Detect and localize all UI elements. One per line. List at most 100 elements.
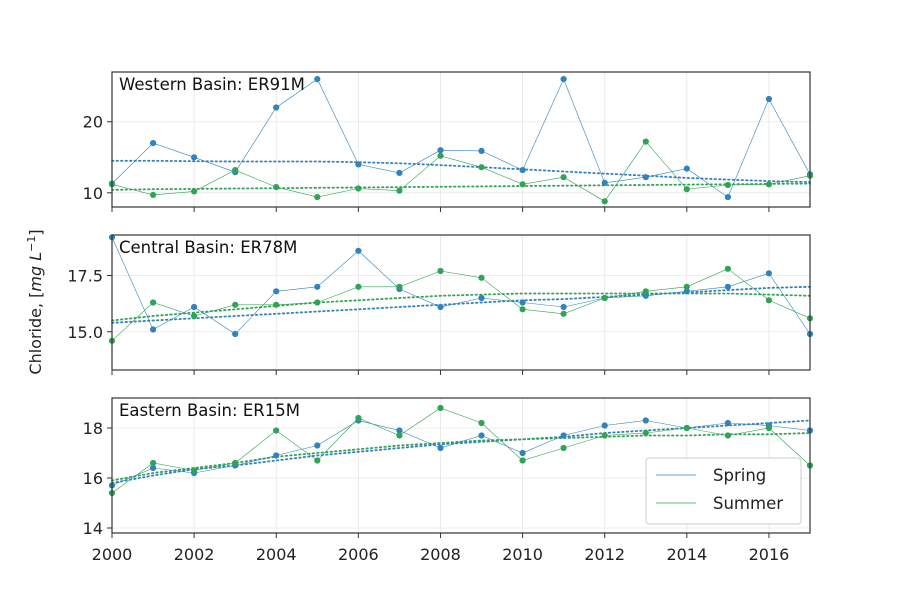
x-tick-label: 2012 xyxy=(584,545,625,564)
data-point-spring xyxy=(642,174,649,181)
data-point-spring xyxy=(519,299,526,306)
data-point-summer xyxy=(683,186,690,193)
data-point-summer xyxy=(601,198,608,205)
data-point-summer xyxy=(314,457,321,464)
data-point-spring xyxy=(724,283,732,290)
data-point-spring xyxy=(355,247,362,254)
data-point-spring xyxy=(273,452,280,459)
data-point-summer xyxy=(355,185,362,192)
data-point-summer xyxy=(232,301,239,308)
data-point-spring xyxy=(191,303,198,311)
panel-title-eastern: Eastern Basin: ER15M xyxy=(119,401,300,420)
x-tick-label: 2008 xyxy=(420,545,461,564)
data-point-summer xyxy=(396,432,403,439)
data-point-spring xyxy=(150,140,157,147)
data-point-spring xyxy=(601,179,608,186)
trend-line-summer xyxy=(111,292,811,322)
panel-title-western: Western Basin: ER91M xyxy=(119,75,305,94)
data-point-spring xyxy=(683,288,690,295)
panel-central: 15.0 17.5 Central Basin: ER78M xyxy=(67,234,814,375)
data-point-summer xyxy=(437,267,444,275)
data-point-summer xyxy=(355,414,362,422)
data-point-spring xyxy=(437,303,444,311)
data-point-summer xyxy=(232,167,239,174)
data-point-spring xyxy=(273,288,280,295)
data-point-summer xyxy=(232,459,239,467)
legend-box xyxy=(645,457,802,525)
data-point-spring xyxy=(601,422,608,429)
data-point-summer xyxy=(683,283,690,290)
panel-title-central: Central Basin: ER78M xyxy=(119,238,297,257)
data-point-spring xyxy=(191,154,198,161)
x-tick-label: 2000 xyxy=(92,545,133,564)
x-tick-label: 2010 xyxy=(502,545,543,564)
data-point-summer xyxy=(560,444,567,452)
data-point-summer xyxy=(191,188,198,195)
y-tick-label: 17.5 xyxy=(67,267,103,286)
x-tick-label: 2006 xyxy=(338,545,379,564)
data-point-summer xyxy=(519,306,526,313)
data-point-spring xyxy=(150,326,157,333)
data-point-spring xyxy=(437,147,444,154)
legend: Spring Summer xyxy=(645,457,802,525)
series-line-spring xyxy=(111,237,811,335)
data-point-spring xyxy=(560,76,567,83)
data-point-summer xyxy=(150,459,157,467)
data-point-spring xyxy=(396,427,403,434)
y-axis-label-unit-mg: mg xyxy=(26,266,45,292)
data-point-summer xyxy=(191,467,198,474)
trend-line-summer xyxy=(111,182,811,191)
data-point-spring xyxy=(314,283,321,290)
data-point-summer xyxy=(437,152,444,159)
x-axis: 2000 2002 2004 2006 2008 2010 2012 2014 2016 xyxy=(92,545,790,564)
data-point-summer xyxy=(273,301,280,308)
data-point-summer xyxy=(560,174,567,181)
trend-line-spring xyxy=(111,419,811,484)
data-point-spring xyxy=(560,303,567,311)
data-point-summer xyxy=(478,164,485,171)
y-tick-label: 10 xyxy=(83,184,103,203)
data-point-summer xyxy=(560,310,567,317)
data-point-spring xyxy=(642,292,649,299)
data-point-spring xyxy=(519,167,526,174)
series-line-spring xyxy=(111,78,811,198)
x-tick-label: 2002 xyxy=(174,545,215,564)
data-point-summer xyxy=(765,424,773,432)
trend-line-spring xyxy=(111,159,811,184)
data-point-spring xyxy=(765,95,773,103)
y-tick-label: 14 xyxy=(83,519,103,538)
data-point-summer xyxy=(519,457,526,464)
data-point-summer xyxy=(601,294,608,302)
data-point-summer xyxy=(314,194,321,201)
y-tick-label: 16 xyxy=(83,469,103,488)
y-axis-label-exponent: −1 xyxy=(25,236,38,252)
data-point-summer xyxy=(642,429,649,437)
y-tick-label: 18 xyxy=(83,419,103,438)
data-point-spring xyxy=(560,432,567,439)
data-point-summer xyxy=(519,181,526,188)
data-point-summer xyxy=(765,181,773,188)
data-point-spring xyxy=(273,104,280,111)
data-point-summer xyxy=(150,299,157,306)
y-axis-label: Chloride, [mg L−1] xyxy=(25,229,45,374)
data-point-summer xyxy=(724,265,732,272)
data-point-spring xyxy=(314,442,321,449)
data-point-spring xyxy=(478,294,485,302)
panel-eastern: 14 16 18 Eastern Basin: ER15M xyxy=(83,397,814,538)
data-point-spring xyxy=(765,270,773,277)
y-tick-label: 20 xyxy=(83,113,103,132)
panel-western: 10 20 Western Basin: ER91M xyxy=(83,71,814,212)
data-point-summer xyxy=(396,187,403,194)
panel-eastern-frame xyxy=(111,397,811,534)
data-point-summer xyxy=(150,191,157,198)
series-line-summer xyxy=(111,141,811,202)
data-point-summer xyxy=(273,427,280,434)
data-point-spring xyxy=(437,444,444,452)
data-point-spring xyxy=(642,417,649,424)
data-point-summer xyxy=(765,297,773,304)
series-line-summer xyxy=(111,268,811,342)
y-tick-label: 15.0 xyxy=(67,323,103,342)
data-point-spring xyxy=(150,464,157,472)
y-axis-label-unit-l: L xyxy=(26,252,45,266)
